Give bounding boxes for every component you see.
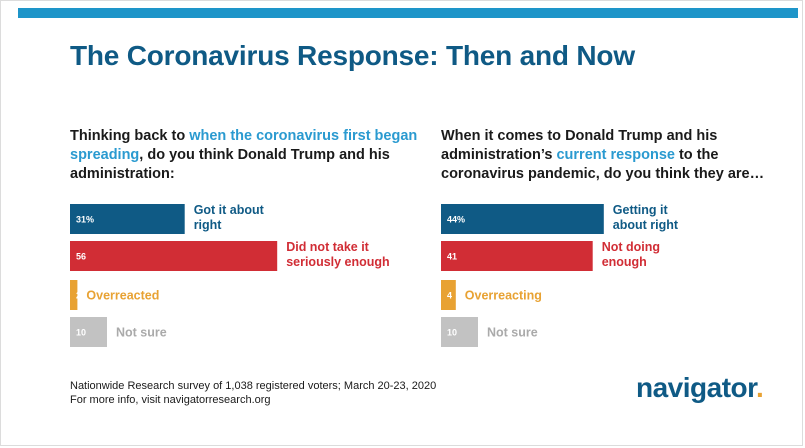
right-category-label-2: Not doing enough (602, 240, 660, 269)
right-question: When it comes to Donald Trump and his ad… (441, 127, 791, 184)
left-bar-value-1: 31% (76, 215, 94, 225)
left-question-text-end: , do you think Donald Trump and his admi… (70, 147, 390, 182)
top-accent-bar (18, 8, 798, 18)
left-question: Thinking back to when the coronavirus fi… (70, 127, 430, 184)
left-category-label-2: Did not take it seriously enough (286, 240, 390, 269)
right-category-label-3: Overreacting (465, 289, 542, 303)
right-category-label-1: Getting it about right (613, 203, 679, 232)
right-question-highlight: current response (556, 147, 675, 163)
right-bar-chart: 44% Getting it about right 41 Not doing enoug… (441, 203, 679, 347)
footnote-link: For more info, visit navigatorresearch.o… (70, 394, 271, 406)
left-bar-chart: 31% Got it about right 56 Did not take it ser… (70, 203, 390, 347)
left-bar-2 (70, 241, 278, 271)
right-bar-2 (441, 241, 593, 271)
left-bar-value-3: 2 (76, 291, 81, 301)
footnote: Nationwide Research survey of 1,038 regi… (70, 379, 436, 407)
navigator-logo: navigator. (636, 372, 764, 404)
logo-dot: . (755, 372, 764, 403)
right-question-text-end: to the coronavirus pandemic, do you thin… (441, 147, 765, 182)
left-bar-value-2: 56 (76, 252, 86, 262)
right-bar-1 (441, 204, 604, 234)
right-bar-value-2: 41 (447, 252, 457, 262)
right-category-label-4: Not sure (487, 326, 538, 340)
left-category-label-3: Overreacted (86, 289, 159, 303)
left-bar-4 (70, 317, 107, 347)
slide-title: The Coronavirus Response: Then and Now (70, 40, 635, 71)
right-bar-value-1: 44% (447, 215, 465, 225)
left-category-label-4: Not sure (116, 326, 167, 340)
right-bar-3 (441, 280, 456, 310)
left-question-highlight: when the coronavirus first began spreadi… (70, 128, 418, 163)
logo-text: navigator (636, 372, 756, 403)
left-bar-1 (70, 204, 185, 234)
left-bar-3 (70, 280, 78, 310)
left-category-label-1: Got it about right (194, 203, 265, 232)
right-bar-4 (441, 317, 478, 347)
right-bar-value-4: 10 (447, 328, 457, 338)
left-question-text: Thinking back to (70, 128, 190, 144)
footnote-source: Nationwide Research survey of 1,038 regi… (70, 380, 437, 392)
right-bar-value-3: 4 (447, 291, 452, 301)
right-question-text: When it comes to Donald Trump and his ad… (441, 128, 718, 163)
left-bar-value-4: 10 (76, 328, 86, 338)
